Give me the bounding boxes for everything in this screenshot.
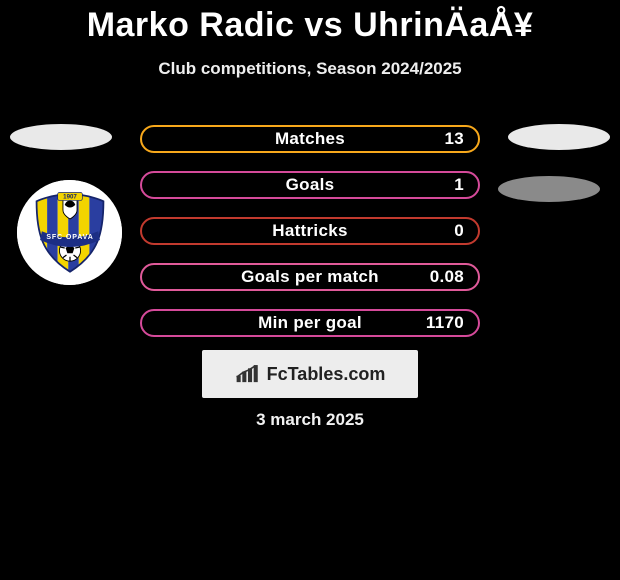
- stat-pill: Goals per match 0.08: [140, 263, 480, 291]
- badge-year: 1907: [63, 193, 77, 200]
- stat-value-right: 1170: [426, 311, 464, 335]
- club-crest-icon: 1907 SFC OPAVA: [26, 189, 114, 277]
- player-photo-placeholder-right-bottom: [498, 176, 600, 202]
- stat-label: Min per goal: [258, 311, 362, 335]
- stats-list: Matches 13 Goals 1 Hattricks 0 Goals per match…: [140, 125, 480, 355]
- bar-chart-icon: [235, 363, 261, 385]
- stat-label: Matches: [275, 127, 345, 151]
- club-badge: 1907 SFC OPAVA: [17, 180, 122, 285]
- stat-value-right: 13: [444, 127, 464, 151]
- stat-label: Goals: [286, 173, 335, 197]
- stat-value-right: 0.08: [430, 265, 464, 289]
- badge-club-name: SFC OPAVA: [46, 234, 93, 241]
- brand-watermark: FcTables.com: [202, 350, 418, 398]
- player-photo-placeholder-right-top: [508, 124, 610, 150]
- brand-text: FcTables.com: [267, 364, 386, 385]
- comparison-infographic: Marko Radic vs UhrinÄaÅ¥ Club competitio…: [0, 0, 620, 580]
- stat-pill: Hattricks 0: [140, 217, 480, 245]
- player-photo-placeholder-left-top: [10, 124, 112, 150]
- stat-label: Hattricks: [272, 219, 347, 243]
- stat-pill: Min per goal 1170: [140, 309, 480, 337]
- stat-pill: Goals 1: [140, 171, 480, 199]
- stat-value-right: 0: [454, 219, 464, 243]
- subtitle: Club competitions, Season 2024/2025: [0, 59, 620, 79]
- stat-pill: Matches 13: [140, 125, 480, 153]
- stat-value-right: 1: [454, 173, 464, 197]
- page-title: Marko Radic vs UhrinÄaÅ¥: [0, 0, 620, 45]
- generated-date: 3 march 2025: [0, 410, 620, 430]
- stat-label: Goals per match: [241, 265, 379, 289]
